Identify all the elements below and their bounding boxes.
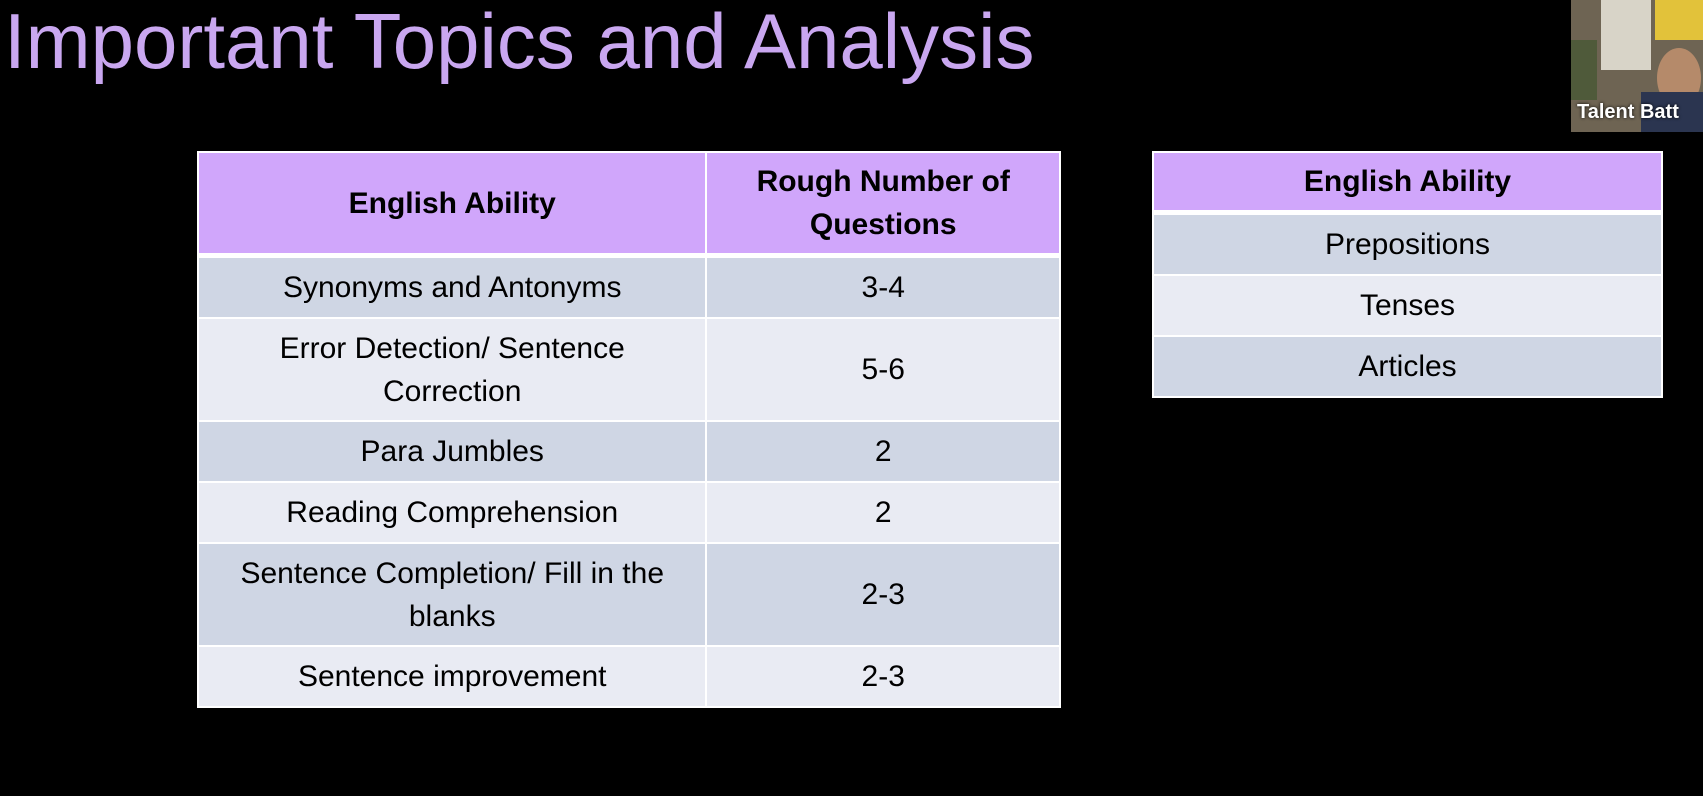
table-row: Sentence Completion/ Fill in the blanks …	[196, 542, 1061, 647]
webcam-thumbnail[interactable]: Talent Batt	[1571, 0, 1703, 132]
slide-title: Important Topics and Analysis	[4, 0, 1035, 85]
column-header-rough-number: Rough Number of Questions	[705, 151, 1061, 258]
topic-text: Sentence Completion/ Fill in the blanks	[240, 556, 664, 633]
topic-cell: Reading Comprehension	[196, 481, 708, 544]
table-row: Para Jumbles 2	[196, 420, 1061, 483]
topic-cell: Error Detection/ Sentence Correction	[196, 317, 708, 422]
column-header-english-ability: English Ability	[1152, 151, 1663, 215]
participant-name: Talent Batt	[1577, 101, 1679, 123]
table-row: Error Detection/ Sentence Correction 5-6	[196, 317, 1061, 422]
column-header-english-ability: English Ability	[196, 151, 708, 258]
table-row: Synonyms and Antonyms 3-4	[196, 254, 1061, 319]
table-row: Prepositions	[1152, 211, 1663, 276]
topic-cell: Para Jumbles	[196, 420, 708, 483]
ability-table: English Ability Prepositions Tenses Arti…	[1152, 151, 1663, 398]
count-cell: 3-4	[705, 254, 1061, 319]
count-cell: 2-3	[705, 542, 1061, 647]
count-cell: 2-3	[705, 645, 1061, 708]
table-header-row: English Ability	[1152, 151, 1663, 215]
table-row: Sentence improvement 2-3	[196, 645, 1061, 708]
topics-table: English Ability Rough Number of Question…	[196, 151, 1061, 708]
table-row: Tenses	[1152, 274, 1663, 337]
ability-cell: Articles	[1152, 335, 1663, 398]
ability-cell: Tenses	[1152, 274, 1663, 337]
topic-text: Error Detection/ Sentence Correction	[279, 331, 625, 408]
topic-cell: Sentence Completion/ Fill in the blanks	[196, 542, 708, 647]
table-header-row: English Ability Rough Number of Question…	[196, 151, 1061, 258]
table-row: Articles	[1152, 335, 1663, 398]
count-cell: 5-6	[705, 317, 1061, 422]
ability-cell: Prepositions	[1152, 211, 1663, 276]
count-cell: 2	[705, 481, 1061, 544]
webcam-video-image	[1571, 0, 1703, 132]
count-cell: 2	[705, 420, 1061, 483]
topic-cell: Sentence improvement	[196, 645, 708, 708]
topic-cell: Synonyms and Antonyms	[196, 254, 708, 319]
table-row: Reading Comprehension 2	[196, 481, 1061, 544]
